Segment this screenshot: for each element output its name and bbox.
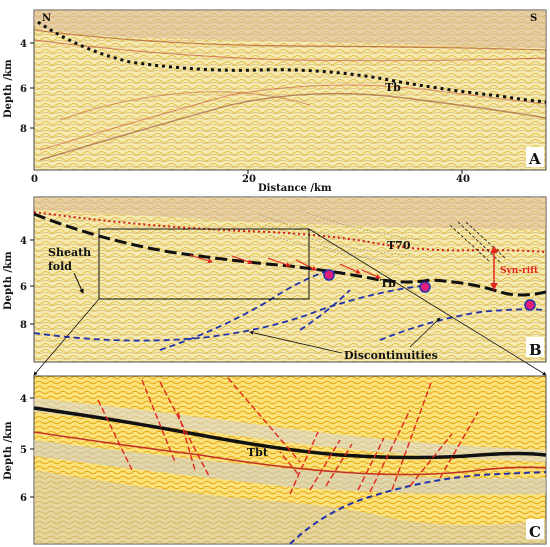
panel-a-sediment-band (34, 10, 546, 48)
panel-a-compass-south: S (530, 13, 537, 24)
panel-b-faults (449, 221, 506, 263)
marker-circle (419, 281, 431, 293)
panel-a-label: A (528, 150, 541, 168)
panel-b-sheath-fold-label: Sheath fold (48, 246, 95, 273)
panel-c-faults (97, 377, 479, 495)
panel-c-tbt-horizon (33, 406, 547, 460)
panel-a-x-tick-40: 40 (456, 174, 470, 185)
panel-c-y-axis-label: Depth /km (3, 421, 14, 480)
panel-a-y-tick-8: 8 (20, 124, 27, 135)
panel-b-discontinuities-label: Discontinuities (344, 349, 438, 362)
panel-b-zoom-box (98, 228, 310, 300)
panel-b-t70-label: T70 (387, 239, 411, 252)
panel-a-y-tick-4: 4 (20, 39, 27, 50)
panel-b-tb-label: Tb (380, 277, 396, 290)
panel-a-x-axis-label: Distance /km (258, 183, 332, 194)
panel-c: Tbt C Depth /km 4 5 6 (3, 375, 547, 545)
panel-c-y-ticks: 4 5 6 (20, 394, 27, 504)
panel-a-y-tick-6: 6 (20, 84, 27, 95)
zoom-connector-left (33, 298, 100, 376)
panel-b-y-tick-6: 6 (20, 282, 27, 293)
panel-b-y-axis-label: Depth /km (3, 251, 14, 310)
panel-a-x-tick-0: 0 (31, 174, 38, 185)
panel-a-y-axis-label: Depth /km (3, 59, 14, 118)
panel-b-markers (323, 269, 536, 311)
panel-a-compass-north: N (42, 13, 51, 24)
panel-c-y-tick-5: 5 (20, 445, 27, 456)
panel-b-tb-horizon (33, 212, 547, 297)
panel-b: Syn-rift T70 Tb Sheath fold Discontinuit… (3, 196, 547, 376)
panel-b-slip-arrows (189, 254, 381, 279)
panel-c-label: C (529, 523, 541, 541)
panel-b-label: B (529, 341, 542, 359)
panel-b-y-tick-8: 8 (20, 320, 27, 331)
zoom-connector-right (308, 228, 547, 376)
panel-b-y-tick-4: 4 (20, 236, 27, 247)
panel-c-y-tick-4: 4 (20, 394, 27, 405)
marker-circle (323, 269, 335, 281)
panel-a: N S Tb A Depth /km 4 6 8 0 20 40 Distanc… (3, 9, 547, 194)
panel-a-tb-label: Tb (385, 81, 401, 94)
panel-a-x-ticks: 0 20 40 (31, 174, 470, 185)
panel-a-x-tick-20: 20 (242, 174, 256, 185)
marker-circle (524, 299, 536, 311)
panel-b-synrift-label: Syn-rift (500, 266, 539, 276)
panel-c-y-tick-6: 6 (20, 493, 27, 504)
panel-c-tbt-label: Tbt (247, 446, 269, 459)
panel-a-y-ticks: 4 6 8 (20, 39, 27, 135)
panel-b-y-ticks: 4 6 8 (20, 236, 27, 331)
